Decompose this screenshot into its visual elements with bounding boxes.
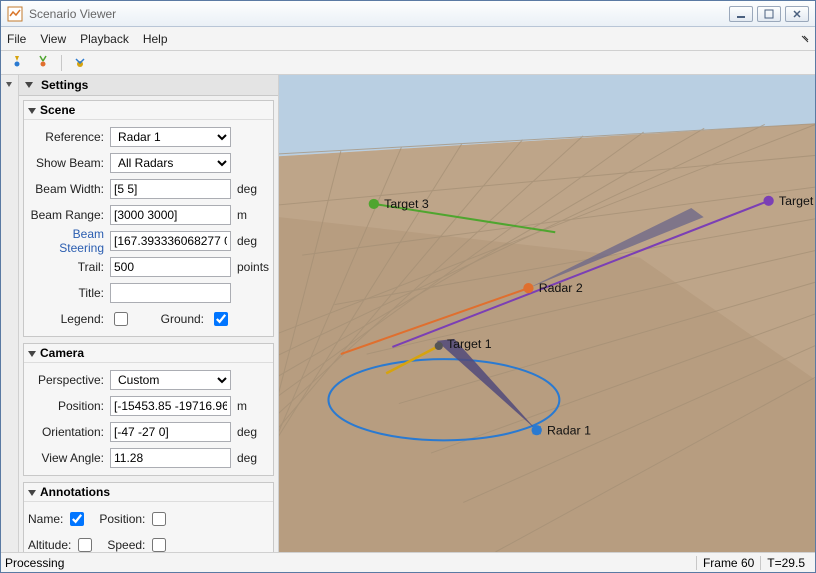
chevron-down-icon bbox=[28, 108, 36, 114]
scene-group-title: Scene bbox=[40, 103, 75, 117]
beamsteering-label[interactable]: Beam Steering bbox=[28, 227, 108, 255]
reference-select[interactable]: Radar 1 bbox=[110, 127, 231, 147]
position-chk-label: Position: bbox=[99, 512, 145, 526]
tool-radar-icon[interactable] bbox=[7, 53, 27, 73]
beamrange-label: Beam Range: bbox=[28, 208, 108, 222]
beamwidth-label: Beam Width: bbox=[28, 182, 108, 196]
chevron-down-icon bbox=[28, 490, 36, 496]
trail-label: Trail: bbox=[28, 260, 108, 274]
ground-checkbox[interactable] bbox=[214, 312, 228, 326]
beamrange-unit: m bbox=[233, 208, 269, 222]
scenario-viewer[interactable]: Target 3 Target 2 Radar 2 Radar 1 Target 1 bbox=[279, 75, 815, 552]
svg-text:Radar 1: Radar 1 bbox=[547, 423, 591, 437]
titlebar: Scenario Viewer bbox=[1, 1, 815, 27]
app-icon bbox=[7, 6, 23, 22]
title-label: Title: bbox=[28, 286, 108, 300]
settings-title: Settings bbox=[41, 78, 88, 92]
trail-input[interactable] bbox=[110, 257, 231, 277]
legend-label: Legend: bbox=[28, 312, 108, 326]
orientation-input[interactable] bbox=[110, 422, 231, 442]
svg-text:Radar 2: Radar 2 bbox=[539, 281, 583, 295]
beamsteering-input[interactable] bbox=[110, 231, 231, 251]
close-button[interactable] bbox=[785, 6, 809, 22]
menu-file[interactable]: File bbox=[7, 32, 26, 46]
scene-group-header[interactable]: Scene bbox=[24, 101, 273, 120]
viewangle-unit: deg bbox=[233, 451, 269, 465]
status-processing: Processing bbox=[5, 556, 696, 570]
viewangle-label: View Angle: bbox=[28, 451, 108, 465]
name-checkbox[interactable] bbox=[70, 512, 84, 526]
statusbar: Processing Frame 60 T=29.5 bbox=[1, 552, 815, 572]
menubar: File View Playback Help bbox=[1, 27, 815, 51]
collapse-icon[interactable] bbox=[3, 79, 15, 94]
window-buttons bbox=[729, 6, 809, 22]
tool-target-icon[interactable] bbox=[33, 53, 53, 73]
beamwidth-input[interactable] bbox=[110, 179, 231, 199]
tool-play-icon[interactable] bbox=[70, 53, 90, 73]
title-input[interactable] bbox=[110, 283, 231, 303]
toolbar bbox=[1, 51, 815, 75]
status-frame: Frame 60 bbox=[696, 556, 760, 570]
annotations-group-title: Annotations bbox=[40, 485, 110, 499]
window-title: Scenario Viewer bbox=[29, 7, 729, 21]
svg-text:Target 1: Target 1 bbox=[447, 337, 492, 351]
chevron-down-icon bbox=[25, 82, 33, 88]
altitude-chk-label: Altitude: bbox=[28, 538, 71, 552]
speed-checkbox[interactable] bbox=[152, 538, 166, 552]
speed-chk-label: Speed: bbox=[107, 538, 145, 552]
svg-text:Target 3: Target 3 bbox=[384, 197, 429, 211]
position-checkbox[interactable] bbox=[152, 512, 166, 526]
viewangle-input[interactable] bbox=[110, 448, 231, 468]
minimize-button[interactable] bbox=[729, 6, 753, 22]
reference-label: Reference: bbox=[28, 130, 108, 144]
camera-group-header[interactable]: Camera bbox=[24, 344, 273, 363]
scene-group: Scene Reference: Radar 1 Show Beam: All … bbox=[23, 100, 274, 337]
legend-checkbox[interactable] bbox=[114, 312, 128, 326]
annotations-group: Annotations Name: Position: Altitude: Sp… bbox=[23, 482, 274, 552]
menu-playback[interactable]: Playback bbox=[80, 32, 129, 46]
camera-group: Camera Perspective: Custom Position: m bbox=[23, 343, 274, 476]
orientation-unit: deg bbox=[233, 425, 269, 439]
position-unit: m bbox=[233, 399, 269, 413]
position-input[interactable] bbox=[110, 396, 231, 416]
camera-group-title: Camera bbox=[40, 346, 84, 360]
status-time: T=29.5 bbox=[760, 556, 811, 570]
settings-header[interactable]: Settings bbox=[19, 75, 278, 96]
annotations-group-header[interactable]: Annotations bbox=[24, 483, 273, 502]
trail-unit: points bbox=[233, 260, 269, 274]
settings-panel: Settings Scene Reference: Radar 1 Show B… bbox=[19, 75, 279, 552]
beamwidth-unit: deg bbox=[233, 182, 269, 196]
menu-view[interactable]: View bbox=[40, 32, 66, 46]
maximize-button[interactable] bbox=[757, 6, 781, 22]
chevron-down-icon bbox=[28, 351, 36, 357]
showbeam-label: Show Beam: bbox=[28, 156, 108, 170]
altitude-checkbox[interactable] bbox=[78, 538, 92, 552]
beamsteering-unit: deg bbox=[233, 234, 269, 248]
position-label: Position: bbox=[28, 399, 108, 413]
menu-help[interactable]: Help bbox=[143, 32, 168, 46]
left-gutter bbox=[1, 75, 19, 552]
main-area: Settings Scene Reference: Radar 1 Show B… bbox=[1, 75, 815, 552]
perspective-label: Perspective: bbox=[28, 373, 108, 387]
name-chk-label: Name: bbox=[28, 512, 63, 526]
app-window: Scenario Viewer File View Playback Help bbox=[0, 0, 816, 573]
svg-text:Target 2: Target 2 bbox=[779, 194, 815, 208]
ground-label: Ground: bbox=[161, 312, 208, 326]
menu-overflow-icon[interactable] bbox=[801, 32, 809, 46]
orientation-label: Orientation: bbox=[28, 425, 108, 439]
perspective-select[interactable]: Custom bbox=[110, 370, 231, 390]
showbeam-select[interactable]: All Radars bbox=[110, 153, 231, 173]
beamrange-input[interactable] bbox=[110, 205, 231, 225]
